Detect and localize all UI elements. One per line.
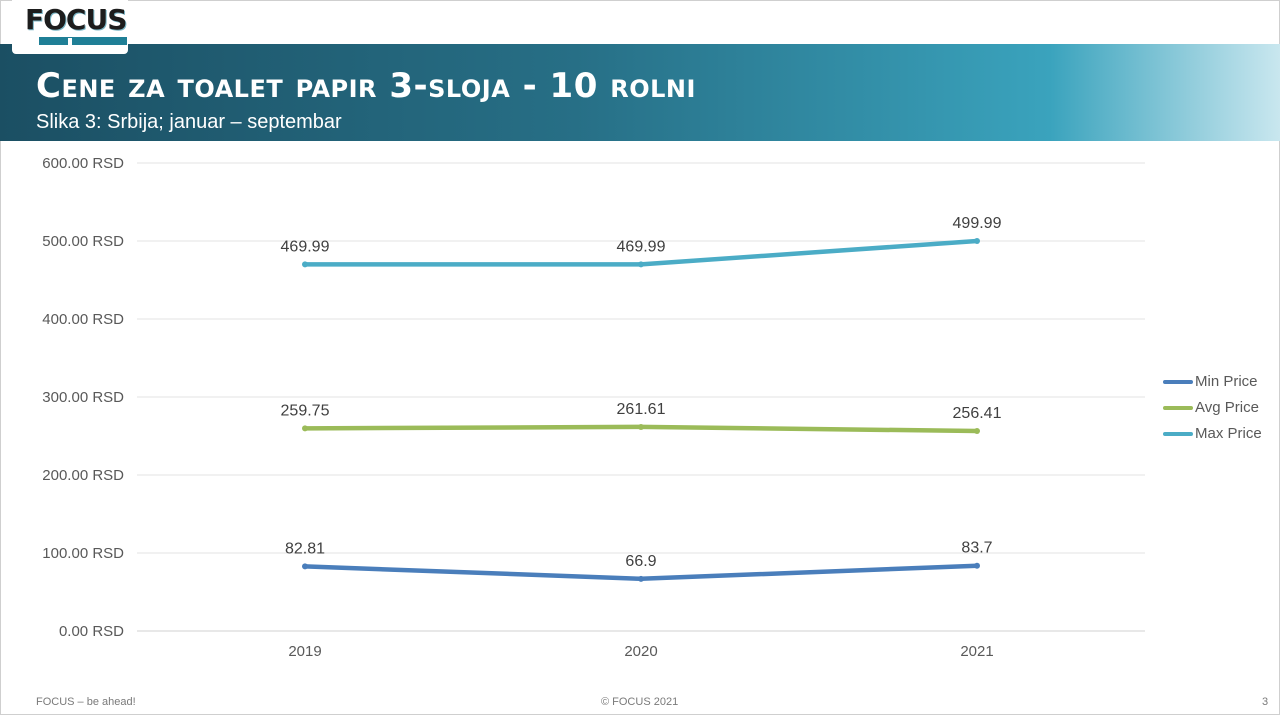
legend-swatch-avg-price xyxy=(1163,406,1193,410)
data-point-min-price xyxy=(638,575,644,582)
data-label-min-price: 66.9 xyxy=(625,553,656,570)
y-tick-label: 0.00 RSD xyxy=(59,623,124,640)
y-tick-label: 600.00 RSD xyxy=(42,155,124,172)
data-point-max-price xyxy=(638,261,644,268)
y-tick-label: 400.00 RSD xyxy=(42,311,124,328)
logo-text: FOCUS xyxy=(25,3,127,36)
legend-label-avg-price: Avg Price xyxy=(1195,399,1259,416)
data-label-min-price: 82.81 xyxy=(285,540,325,557)
data-point-max-price xyxy=(302,261,308,268)
footer-copyright: © FOCUS 2021 xyxy=(601,696,679,708)
data-point-min-price xyxy=(302,563,308,570)
data-label-max-price: 469.99 xyxy=(281,238,330,255)
x-tick-label: 2019 xyxy=(288,643,321,660)
legend-swatch-max-price xyxy=(1163,432,1193,436)
x-tick-label: 2020 xyxy=(624,643,657,660)
y-tick-label: 500.00 RSD xyxy=(42,233,124,250)
legend-swatch-min-price xyxy=(1163,380,1193,384)
focus-logo: FOCUS xyxy=(12,0,128,54)
data-point-max-price xyxy=(974,238,980,245)
price-line-chart: 0.00 RSD 100.00 RSD 200.00 RSD 300.00 RSD 40… xyxy=(42,155,1145,660)
data-label-max-price: 499.99 xyxy=(953,215,1002,232)
y-tick-label: 300.00 RSD xyxy=(42,389,124,406)
data-point-avg-price xyxy=(974,428,980,435)
footer-slogan: FOCUS – be ahead! xyxy=(36,696,136,708)
legend-label-max-price: Max Price xyxy=(1195,425,1262,442)
data-point-avg-price xyxy=(638,423,644,430)
title-banner xyxy=(0,44,1280,141)
y-tick-label: 100.00 RSD xyxy=(42,545,124,562)
legend-label-min-price: Min Price xyxy=(1195,373,1258,390)
x-tick-label: 2021 xyxy=(960,643,993,660)
logo-tail-icon xyxy=(68,38,72,47)
page-title: Cene za toalet papir 3-sloja - 10 rolni xyxy=(36,66,696,106)
data-point-min-price xyxy=(974,562,980,569)
y-tick-label: 200.00 RSD xyxy=(42,467,124,484)
data-point-avg-price xyxy=(302,425,308,432)
page-subtitle: Slika 3: Srbija; januar – septembar xyxy=(36,111,342,133)
logo-bar-icon xyxy=(39,37,127,45)
data-label-max-price: 469.99 xyxy=(617,238,666,255)
data-label-min-price: 83.7 xyxy=(961,540,992,557)
data-label-avg-price: 259.75 xyxy=(281,402,330,419)
data-label-avg-price: 256.41 xyxy=(953,405,1002,422)
page-number: 3 xyxy=(1262,696,1269,708)
data-label-avg-price: 261.61 xyxy=(617,401,666,418)
